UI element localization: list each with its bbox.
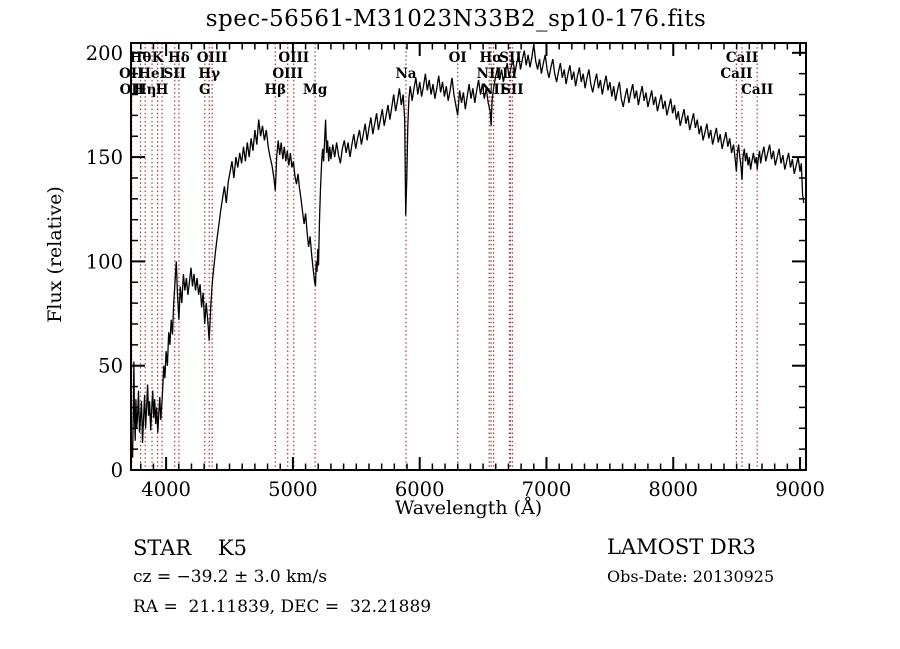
spectral-line-label: SII bbox=[164, 66, 186, 82]
spectral-line-label: OIII bbox=[272, 66, 303, 82]
y-tick-label: 100 bbox=[86, 250, 123, 273]
spectral-line-label: CaII bbox=[741, 82, 773, 98]
radial-velocity-text: cz = −39.2 ± 3.0 km/s bbox=[133, 567, 327, 587]
y-tick-label: 150 bbox=[86, 146, 123, 169]
spectral-line-label: Hη bbox=[134, 82, 157, 98]
spectral-line-label: CaII bbox=[726, 50, 758, 66]
spectral-line-label: Hθ bbox=[130, 50, 152, 66]
x-tick-label: 7000 bbox=[522, 478, 572, 501]
y-tick-label: 0 bbox=[111, 459, 123, 482]
spectral-line-label: CaII bbox=[720, 66, 752, 82]
spectral-line-label: OI bbox=[449, 50, 467, 66]
x-tick-label: 9000 bbox=[775, 478, 825, 501]
spectral-line-label: Hδ bbox=[168, 50, 190, 66]
y-axis-label: Flux (relative) bbox=[44, 186, 66, 323]
spectral-line-label: Hα bbox=[479, 50, 503, 66]
spectral-line-label: OIII bbox=[278, 50, 309, 66]
spectrum-line bbox=[130, 44, 805, 468]
classification-text: STAR K5 bbox=[133, 536, 247, 560]
x-tick-label: 6000 bbox=[395, 478, 445, 501]
spectral-line-label: G bbox=[199, 82, 211, 98]
spectral-line-label: SII bbox=[499, 50, 521, 66]
spectral-line-label: Hβ bbox=[264, 82, 286, 98]
spectral-line-label: K bbox=[152, 50, 165, 66]
spectral-line-label: HeI bbox=[138, 66, 166, 82]
spectral-line-label: Mg bbox=[303, 82, 328, 98]
spectral-line-label: Na bbox=[395, 66, 416, 82]
x-axis-label: Wavelength (Å) bbox=[394, 497, 543, 519]
spectral-line-label: Hγ bbox=[198, 66, 220, 82]
coordinates-text: RA = 21.11839, DEC = 32.21889 bbox=[133, 597, 432, 617]
x-tick-label: 5000 bbox=[268, 478, 318, 501]
spectral-line-label: SII bbox=[501, 82, 523, 98]
plot-title: spec-56561-M31023N33B2_sp10-176.fits bbox=[205, 6, 707, 32]
y-tick-label: 50 bbox=[98, 355, 123, 378]
spectral-line-label: OIII bbox=[197, 50, 228, 66]
plot-frame bbox=[130, 42, 807, 471]
x-tick-label: 8000 bbox=[648, 478, 698, 501]
spectral-line-label: H bbox=[156, 82, 169, 98]
y-tick-label: 200 bbox=[86, 42, 123, 65]
survey-release-text: LAMOST DR3 bbox=[607, 535, 756, 559]
x-tick-label: 4000 bbox=[141, 478, 191, 501]
obs-date-text: Obs-Date: 20130925 bbox=[607, 567, 775, 586]
